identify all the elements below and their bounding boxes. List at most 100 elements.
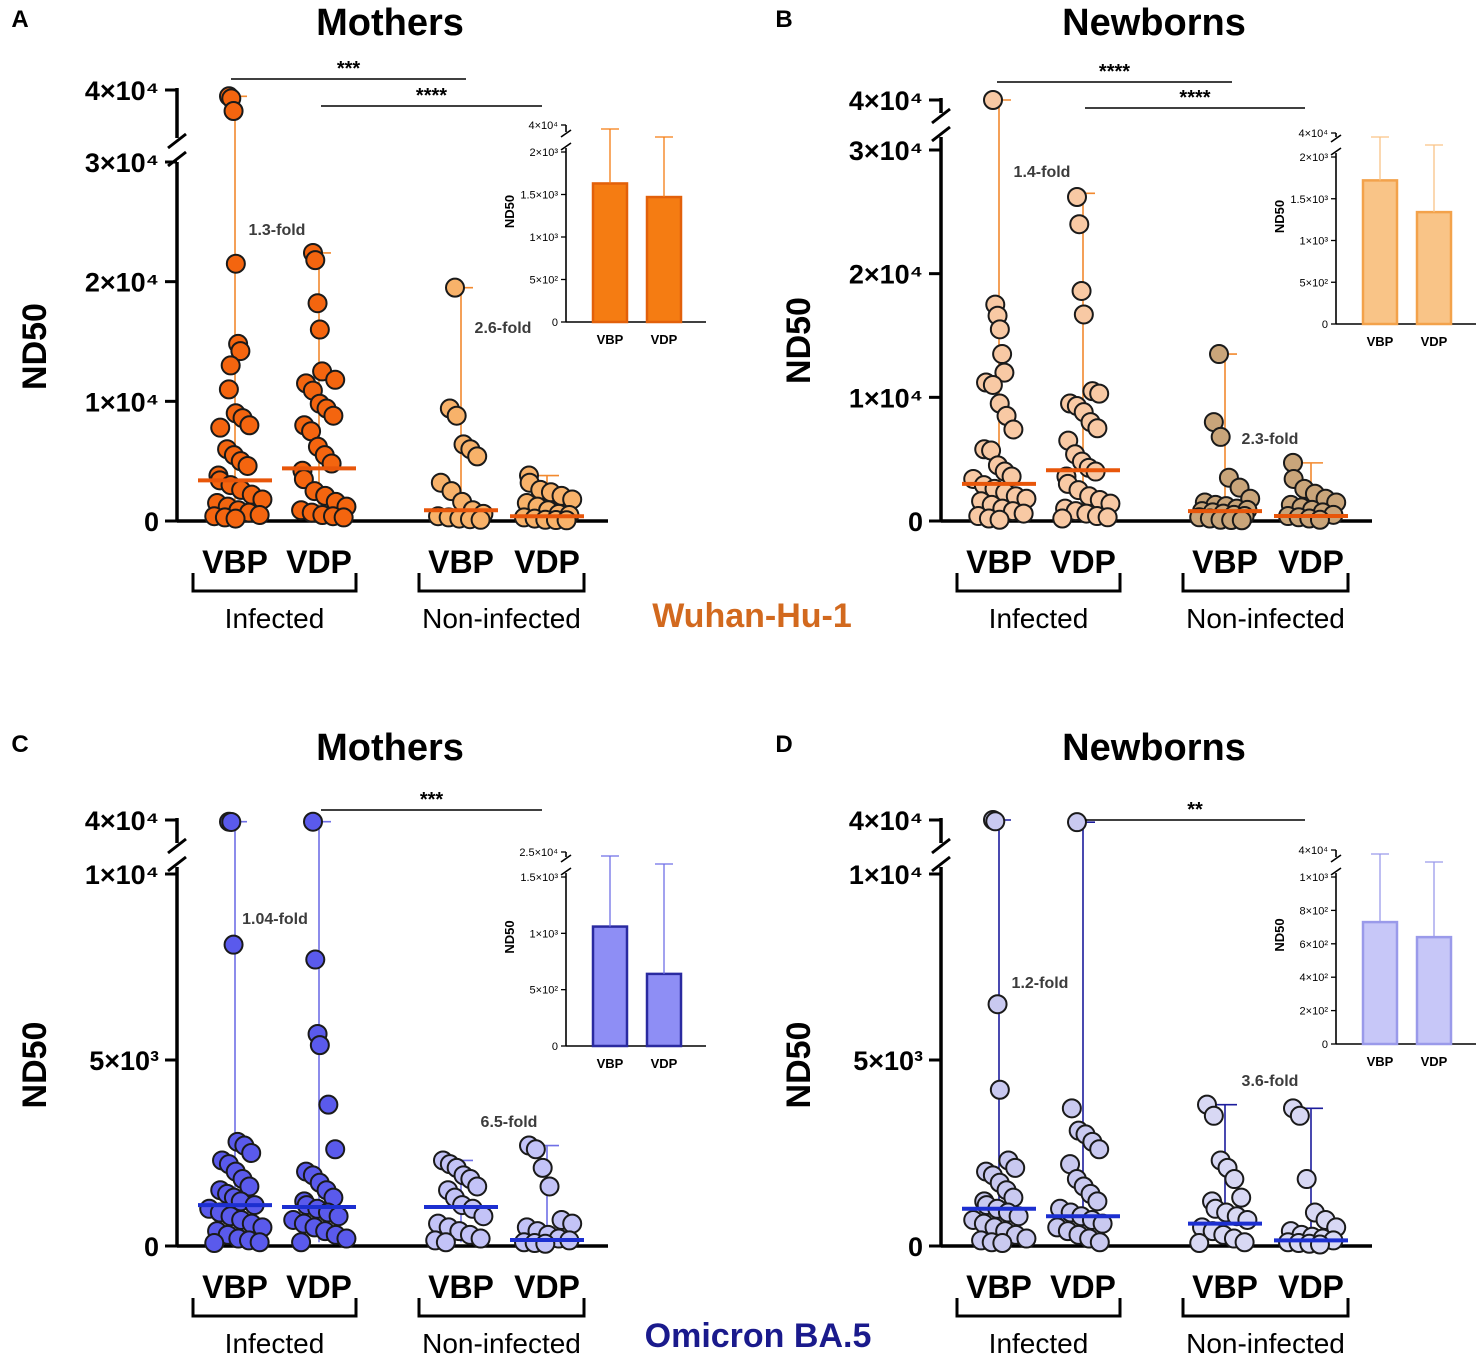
group-bracket <box>955 1298 1122 1318</box>
fold-label: 6.5-fold <box>481 1114 538 1131</box>
fold-label: 2.3-fold <box>1242 431 1299 448</box>
inset-bar <box>645 195 683 324</box>
y-axis-label: ND50 <box>780 1022 818 1109</box>
inset-y-label: ND50 <box>502 920 517 953</box>
data-point <box>1071 280 1092 301</box>
significance-label: *** <box>337 58 361 80</box>
inset-y-tick-label: 0 <box>552 317 558 329</box>
data-point <box>556 510 577 531</box>
inset-break-mark <box>560 867 572 876</box>
inset-y-tick-label: 6×10² <box>1300 939 1329 951</box>
inset-y-tick-label: 0 <box>552 1041 558 1053</box>
panel-title: Mothers <box>316 2 464 44</box>
data-point <box>982 374 1003 395</box>
panel-letter: B <box>775 6 792 33</box>
inset-category-label: VDP <box>1421 1054 1448 1069</box>
significance-label: **** <box>1099 61 1130 83</box>
y-tick-label: 4×10⁴ <box>85 806 159 836</box>
data-point <box>309 1035 330 1056</box>
inset-y-tick-label: 4×10⁴ <box>1298 128 1328 140</box>
data-point <box>303 811 323 832</box>
data-point <box>1296 1169 1317 1190</box>
category-label: VBP <box>428 1269 494 1305</box>
inset-break-mark <box>1330 147 1342 156</box>
panel-letter: A <box>11 6 28 33</box>
data-point <box>532 1157 553 1178</box>
data-point <box>1013 503 1034 524</box>
data-point <box>1061 1098 1082 1119</box>
group-bracket <box>417 573 586 593</box>
data-point <box>994 362 1015 383</box>
y-tick-label: 5×10³ <box>853 1046 923 1076</box>
y-axis-label: ND50 <box>16 1022 54 1109</box>
data-point <box>239 415 260 436</box>
inset-y-label: ND50 <box>1272 918 1287 951</box>
data-point <box>328 1206 349 1227</box>
inset-category-label: VBP <box>1367 1054 1394 1069</box>
panel-letter: D <box>775 731 792 758</box>
inset-category-label: VDP <box>651 1056 678 1071</box>
data-point <box>992 1233 1013 1254</box>
inset-category-label: VBP <box>597 1056 624 1071</box>
inset-y-label: ND50 <box>502 195 517 228</box>
data-point <box>985 811 1006 832</box>
y-axis-label: ND50 <box>16 303 54 390</box>
panel-b: B Newborns ND50 0 1×10⁴ 2×10⁴ 3×10⁴ 4×10⁴ VBP VDP… <box>775 2 1476 634</box>
y-tick-label: 2×10⁴ <box>849 260 923 290</box>
y-tick-label: 4×10⁴ <box>85 76 159 106</box>
inset-y-tick-label: 1.5×10³ <box>520 190 558 202</box>
inset-bar <box>645 972 683 1048</box>
data-point <box>987 994 1008 1015</box>
group-label: Non-infected <box>1186 603 1345 634</box>
inset-y-tick-label: 5×10² <box>530 275 559 287</box>
data-point <box>239 1176 260 1197</box>
inset-bar <box>591 182 629 324</box>
inset-y-tick-label: 0 <box>1322 1039 1328 1051</box>
y-axis-label: ND50 <box>780 297 818 384</box>
group-label: Infected <box>989 603 1089 634</box>
group-label: Non-infected <box>422 1328 581 1355</box>
data-point <box>1309 1234 1330 1255</box>
panel-d: D Newborns ND50 0 5×10³ 1×10⁴ 4×10⁴ VBP VDP VBP VD… <box>775 727 1476 1355</box>
data-point <box>435 1232 456 1253</box>
data-point <box>445 277 465 298</box>
data-point <box>467 446 488 467</box>
data-point <box>989 509 1010 530</box>
inset-break-mark <box>1330 854 1342 863</box>
inset-y-tick-label: 1.5×10³ <box>520 872 558 884</box>
data-point <box>225 508 246 529</box>
category-label: VDP <box>514 1269 580 1305</box>
group-bracket <box>955 573 1122 593</box>
category-label: VDP <box>1278 544 1344 580</box>
data-point <box>470 509 491 530</box>
category-label: VBP <box>1192 544 1258 580</box>
y-tick-label: 0 <box>908 507 923 537</box>
category-label: VDP <box>1278 1269 1344 1305</box>
inset-y-tick-label: 1×10³ <box>530 232 559 244</box>
data-point <box>220 355 241 376</box>
data-point <box>525 1139 546 1160</box>
caption-wuhan: Wuhan-Hu-1 <box>652 597 852 635</box>
data-point <box>204 1233 225 1254</box>
category-label: VBP <box>1192 1269 1258 1305</box>
data-point <box>225 253 246 274</box>
data-point <box>249 1232 270 1253</box>
y-tick-label: 5×10³ <box>89 1046 159 1076</box>
inset-y-tick-label: 5×10² <box>1300 277 1329 289</box>
data-point <box>1224 1169 1245 1190</box>
panel-title: Newborns <box>1062 2 1246 44</box>
data-point <box>1073 304 1094 325</box>
fold-label: 3.6-fold <box>1242 1073 1299 1090</box>
group-bracket <box>417 1298 586 1318</box>
inset-y-tick-label: 2×10³ <box>1300 152 1329 164</box>
data-point <box>221 811 242 832</box>
data-point <box>309 319 330 340</box>
inset-chart: 0 2×10² 4×10² 6×10² 8×10² 1×10³ 4×10⁴ ND50 VBP VD… <box>1272 845 1476 1069</box>
group-label: Non-infected <box>422 603 581 634</box>
fold-label: 1.04-fold <box>242 911 308 928</box>
category-label: VDP <box>286 544 352 580</box>
data-point <box>1067 812 1087 833</box>
data-point <box>1309 509 1330 530</box>
inset-category-label: VBP <box>1367 334 1394 349</box>
data-point <box>249 505 270 526</box>
